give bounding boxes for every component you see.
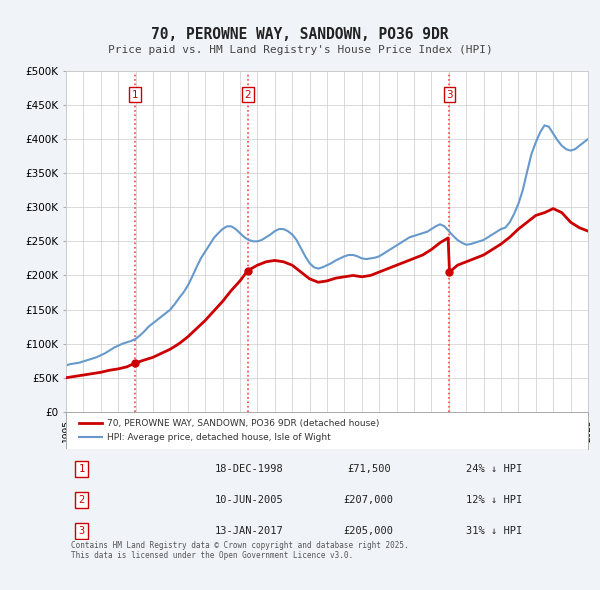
- Text: £207,000: £207,000: [344, 495, 394, 505]
- Text: Price paid vs. HM Land Registry's House Price Index (HPI): Price paid vs. HM Land Registry's House …: [107, 45, 493, 55]
- Text: 12% ↓ HPI: 12% ↓ HPI: [466, 495, 522, 505]
- Text: 2: 2: [244, 90, 251, 100]
- Text: 13-JAN-2017: 13-JAN-2017: [214, 526, 283, 536]
- Text: 3: 3: [446, 90, 453, 100]
- Text: 70, PEROWNE WAY, SANDOWN, PO36 9DR: 70, PEROWNE WAY, SANDOWN, PO36 9DR: [151, 27, 449, 41]
- Text: 1: 1: [79, 464, 85, 474]
- Text: 2: 2: [79, 495, 85, 505]
- Text: 18-DEC-1998: 18-DEC-1998: [214, 464, 283, 474]
- Text: Contains HM Land Registry data © Crown copyright and database right 2025.
This d: Contains HM Land Registry data © Crown c…: [71, 541, 409, 560]
- Text: 31% ↓ HPI: 31% ↓ HPI: [466, 526, 522, 536]
- Text: 1: 1: [131, 90, 138, 100]
- Text: £71,500: £71,500: [347, 464, 391, 474]
- Text: £205,000: £205,000: [344, 526, 394, 536]
- Text: 24% ↓ HPI: 24% ↓ HPI: [466, 464, 522, 474]
- Text: 3: 3: [79, 526, 85, 536]
- Text: 10-JUN-2005: 10-JUN-2005: [214, 495, 283, 505]
- Legend: 70, PEROWNE WAY, SANDOWN, PO36 9DR (detached house), HPI: Average price, detache: 70, PEROWNE WAY, SANDOWN, PO36 9DR (deta…: [76, 415, 383, 445]
